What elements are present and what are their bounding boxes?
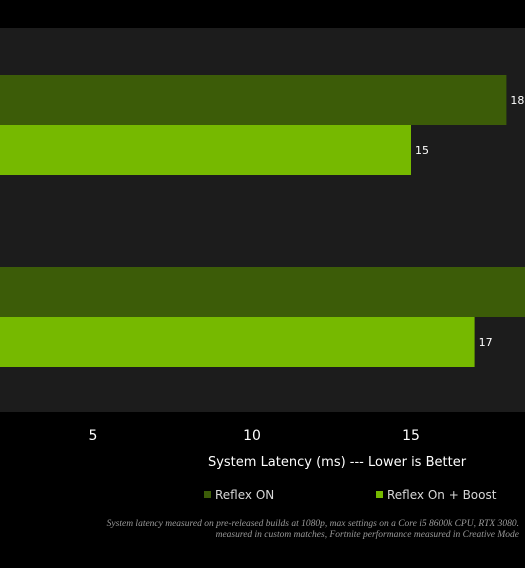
legend-swatch-reflex-on-boost — [376, 491, 383, 498]
x-tick-label: 15 — [402, 428, 420, 444]
bar-reflex-on-boost-1 — [0, 125, 411, 175]
legend-swatch-reflex-on — [204, 491, 211, 498]
x-tick-label: 10 — [243, 428, 261, 444]
footnote-line-1: System latency measured on pre-released … — [106, 519, 519, 529]
data-label: 18 — [510, 94, 524, 107]
bar-reflex-on-2 — [0, 267, 525, 317]
footnote: System latency measured on pre-released … — [0, 519, 519, 541]
data-label: 17 — [479, 336, 493, 349]
x-tick-label: 5 — [89, 428, 98, 444]
bar-reflex-on-1 — [0, 75, 507, 125]
data-label: 15 — [415, 144, 429, 157]
bar-reflex-on-boost-2 — [0, 317, 475, 367]
x-axis-title: System Latency (ms) --- Lower is Better — [208, 455, 467, 470]
footnote-line-2: measured in custom matches, Fortnite per… — [215, 530, 519, 540]
legend-label-reflex-on-boost: Reflex On + Boost — [387, 488, 497, 502]
legend-label-reflex-on: Reflex ON — [215, 488, 274, 502]
